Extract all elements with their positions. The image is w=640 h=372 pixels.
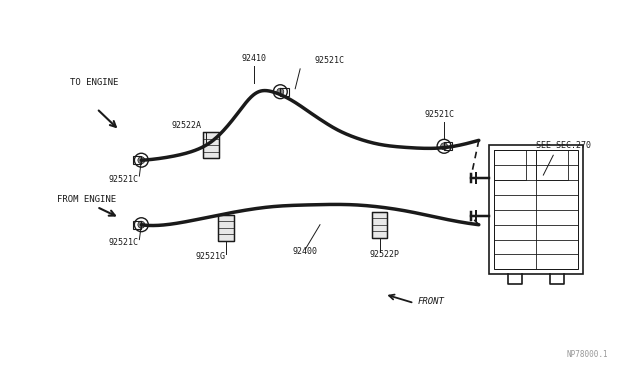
Text: 92522P: 92522P: [369, 250, 399, 259]
Circle shape: [138, 221, 145, 228]
Text: 92521C: 92521C: [315, 56, 345, 65]
Text: 92521C: 92521C: [108, 238, 138, 247]
Bar: [133, 156, 141, 164]
Text: NP78000.1: NP78000.1: [566, 350, 608, 359]
Text: 92521C: 92521C: [424, 109, 454, 119]
Bar: [372, 212, 387, 238]
Bar: [536, 150, 568, 180]
Bar: [493, 150, 578, 269]
Text: 92400: 92400: [292, 247, 317, 256]
Bar: [493, 150, 525, 180]
Text: FRONT: FRONT: [417, 297, 444, 306]
Text: TO ENGINE: TO ENGINE: [70, 78, 118, 87]
Text: SEE SEC.270: SEE SEC.270: [536, 141, 591, 150]
Circle shape: [440, 143, 447, 150]
Circle shape: [138, 157, 145, 164]
Text: FROM ENGINE: FROM ENGINE: [57, 195, 116, 204]
Bar: [444, 142, 452, 150]
Text: 92410: 92410: [241, 54, 266, 63]
Bar: [280, 87, 289, 96]
Bar: [203, 132, 219, 158]
Text: 92522A: 92522A: [171, 121, 201, 131]
Text: 92521G: 92521G: [196, 253, 226, 262]
Bar: [133, 221, 141, 229]
Bar: [489, 145, 583, 274]
Text: 92521C: 92521C: [108, 175, 138, 184]
Bar: [218, 215, 234, 241]
Circle shape: [277, 88, 284, 95]
